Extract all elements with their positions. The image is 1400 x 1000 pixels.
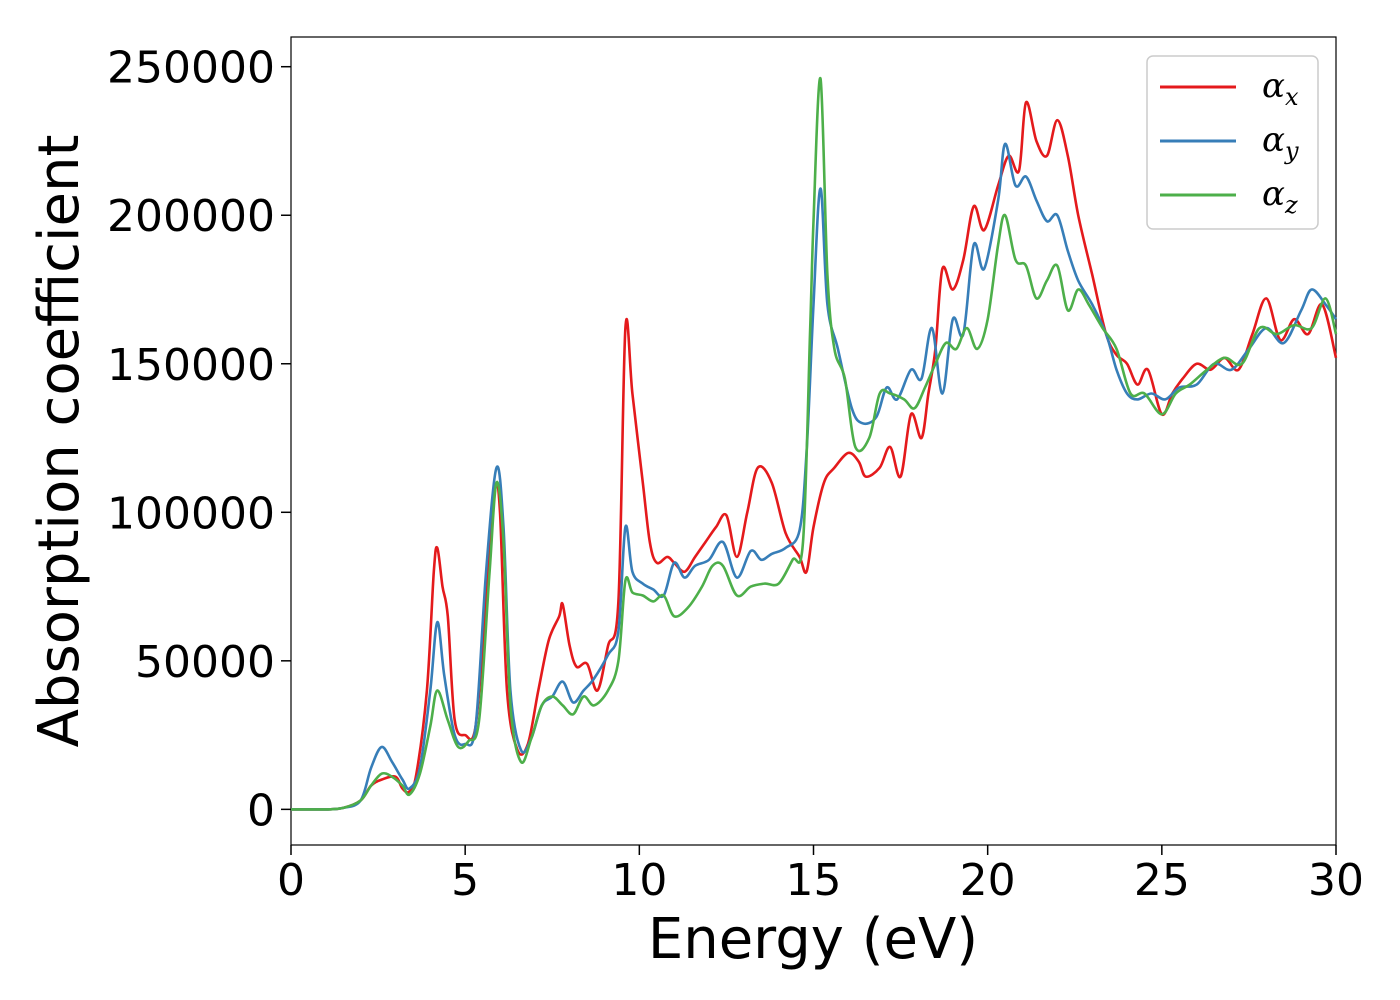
series-line-x [290,100,1338,811]
y-tick-label: 50000 [135,637,275,688]
x-tick-label: 20 [960,855,1016,906]
x-axis-title: Energy (eV) [648,907,978,972]
y-tick-label: 150000 [107,340,275,391]
x-tick-label: 5 [451,855,479,906]
y-axis-title: Absorption coefficient [27,135,92,748]
x-axis-ticks: 0 5 10 15 20 25 30 [277,845,1364,906]
x-tick-label: 25 [1134,855,1190,906]
x-tick-label: 10 [611,855,667,906]
legend-label-x: αx [1262,66,1299,111]
series-line-y [290,142,1338,811]
legend-label-z: αz [1262,174,1298,219]
legend: αx αy αz [1146,55,1319,230]
x-tick-label: 30 [1308,855,1364,906]
x-tick-label: 15 [786,855,842,906]
series-line-z [290,77,1338,811]
legend-label-y: αy [1262,120,1299,165]
series-layer [290,77,1338,811]
y-tick-label: 200000 [107,191,275,242]
y-tick-label: 100000 [107,488,275,539]
y-tick-label: 250000 [107,43,275,94]
x-tick-label: 0 [277,855,305,906]
y-axis-ticks: 0 50000 100000 150000 200000 250000 [107,43,291,836]
y-tick-label: 0 [247,785,275,836]
